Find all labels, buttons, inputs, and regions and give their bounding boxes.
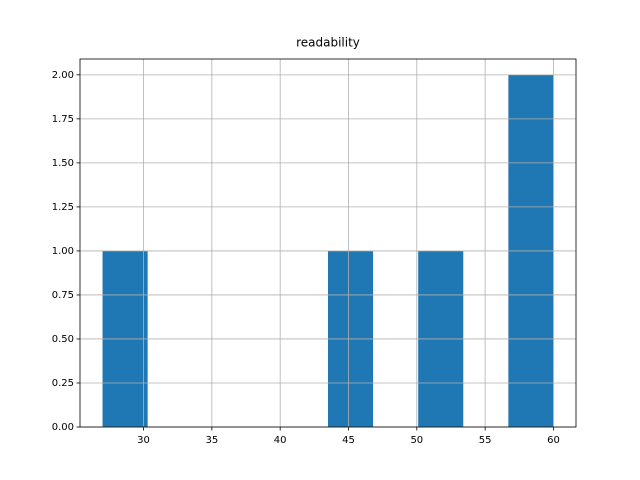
y-tick-label: 2.00 (52, 70, 74, 81)
x-tick-label: 40 (274, 435, 287, 446)
x-tick-label: 35 (205, 435, 218, 446)
y-tick-label: 1.50 (52, 158, 74, 169)
y-tick-label: 1.75 (52, 114, 74, 125)
x-tick-label: 50 (410, 435, 423, 446)
y-tick-label: 0.75 (52, 290, 74, 301)
y-tick-label: 0.00 (52, 422, 74, 433)
y-tick-label: 0.25 (52, 378, 74, 389)
chart-title: readability (296, 36, 360, 50)
y-tick-label: 1.25 (52, 202, 74, 213)
y-tick-label: 1.00 (52, 246, 74, 257)
x-tick-label: 60 (547, 435, 560, 446)
x-tick-label: 45 (342, 435, 355, 446)
x-tick-label: 30 (137, 435, 150, 446)
y-tick-label: 0.50 (52, 334, 74, 345)
x-tick-label: 55 (479, 435, 492, 446)
plot-frame (79, 58, 577, 428)
